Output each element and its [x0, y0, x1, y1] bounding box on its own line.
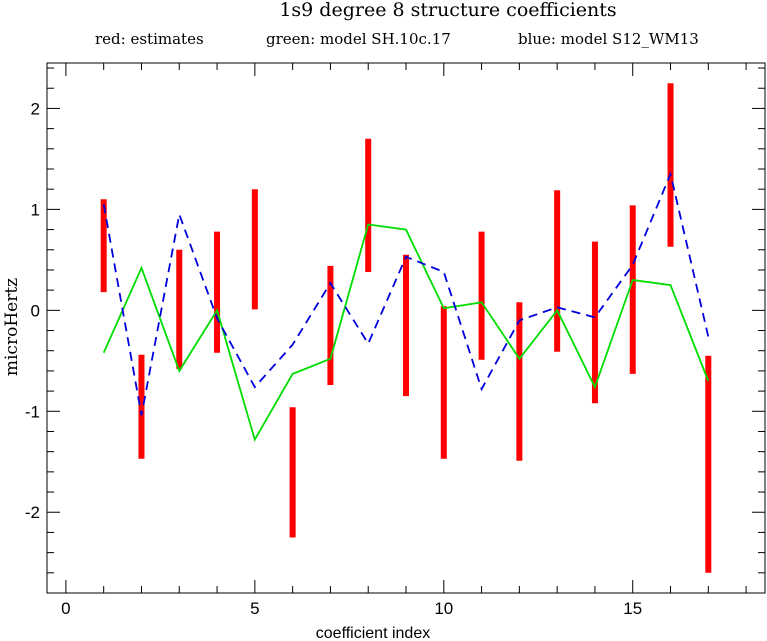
model-s12-line — [102, 171, 710, 416]
x-tick-label: 0 — [61, 599, 70, 618]
y-tick-label: -1 — [25, 402, 40, 421]
y-tick-label: 1 — [31, 200, 40, 219]
axis-ticks: 0 5 10 15 -2 -1 0 1 2 — [25, 63, 765, 618]
legend-estimates: red: estimates — [95, 30, 204, 48]
y-tick-label: 0 — [31, 301, 40, 320]
errorbar-series — [100, 83, 712, 573]
legend-model-s12: blue: model S12_WM13 — [518, 30, 699, 48]
legend-model-sh: green: model SH.10c.17 — [266, 30, 451, 48]
x-tick-label: 5 — [250, 599, 259, 618]
y-tick-label: -2 — [25, 503, 40, 522]
y-axis-label: microHertz — [2, 278, 22, 376]
chart-title: 1s9 degree 8 structure coefficients — [279, 0, 616, 21]
x-tick-label: 10 — [434, 599, 453, 618]
model-lines — [102, 171, 710, 442]
x-axis-label: coefficient index — [316, 625, 430, 641]
x-tick-label: 15 — [623, 599, 642, 618]
y-tick-label: 2 — [31, 99, 40, 118]
model-sh-line — [102, 223, 710, 442]
